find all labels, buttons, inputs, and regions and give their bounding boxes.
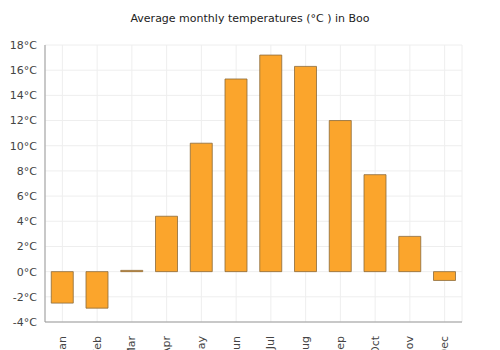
svg-text:14°C: 14°C xyxy=(10,89,37,102)
svg-text:Feb: Feb xyxy=(91,336,104,350)
svg-text:4°C: 4°C xyxy=(17,215,37,228)
svg-text:-2°C: -2°C xyxy=(13,291,37,304)
svg-text:Jun: Jun xyxy=(230,336,243,350)
html-text:Average monthly temperatures (: Average monthly temperatures (°C ) in Bo… xyxy=(130,12,370,25)
svg-text:Jul: Jul xyxy=(264,336,277,350)
svg-text:2°C: 2°C xyxy=(17,240,37,253)
svg-text:Aug: Aug xyxy=(299,336,312,350)
svg-text:Dec: Dec xyxy=(438,336,451,350)
svg-text:12°C: 12°C xyxy=(10,114,37,127)
svg-text:18°C: 18°C xyxy=(10,39,37,52)
svg-text:May: May xyxy=(195,336,208,350)
svg-text:Nov: Nov xyxy=(403,336,416,350)
svg-text:0°C: 0°C xyxy=(17,266,37,279)
svg-text:Sep: Sep xyxy=(334,336,347,350)
svg-text:8°C: 8°C xyxy=(17,165,37,178)
svg-text:6°C: 6°C xyxy=(17,190,37,203)
svg-text:Apr: Apr xyxy=(160,336,173,350)
svg-text:10°C: 10°C xyxy=(10,140,37,153)
svg-text:Oct: Oct xyxy=(369,335,382,350)
svg-text:Mar: Mar xyxy=(125,336,138,350)
svg-text:16°C: 16°C xyxy=(10,64,37,77)
svg-text:-4°C: -4°C xyxy=(13,316,37,329)
svg-text:Jan: Jan xyxy=(56,336,69,350)
